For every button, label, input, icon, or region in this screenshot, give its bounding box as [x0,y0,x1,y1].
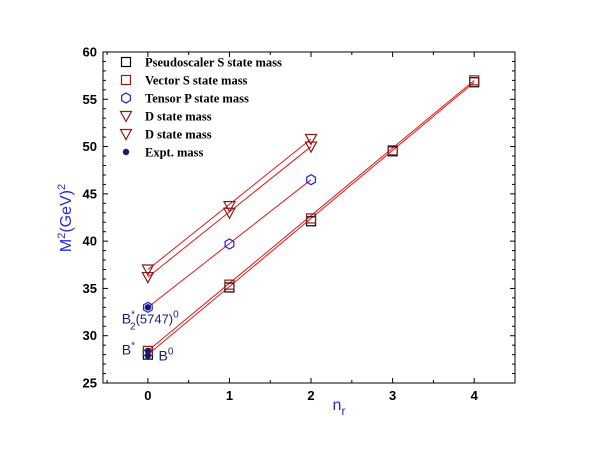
state-label: B* [122,341,135,358]
data-point [222,207,236,220]
fit-lines [147,79,475,356]
data-point [306,173,316,186]
legend-marker [119,110,133,123]
y-tick-label: 60 [83,45,97,60]
legend-entry: Vector S state mass [145,74,248,88]
state-label-sub: 2 [130,321,136,332]
y-tick-label: 25 [83,376,97,391]
data-point [222,201,236,213]
x-tick-label: 2 [307,388,314,403]
legend-entry: Expt. mass [145,146,203,160]
data-point [304,133,318,146]
data-point [144,304,152,311]
legend-entry: Pseudoscaler S state mass [145,56,282,70]
x-tick-label: 4 [471,388,479,403]
y-tick-label: 40 [83,234,97,249]
data-point [142,301,153,314]
x-axis-title: nr [333,397,346,418]
legend-entry: D state mass [145,128,212,142]
data-point [141,264,155,277]
x-tick-label: 0 [144,388,151,403]
legend-marker [120,56,132,68]
y-axis-title-sup1: 2 [56,233,68,239]
legend-marker [121,92,131,104]
data-point [224,279,235,290]
data-point [304,141,318,154]
state-label-sup: * [131,309,135,320]
state-label-sup: 0 [168,346,174,357]
data-markers [141,75,480,360]
y-tick-label: 30 [83,328,97,343]
y-tick-label: 35 [83,281,97,296]
legend-marker [120,74,132,86]
legend-entry: Tensor P state mass [145,92,249,106]
x-tick-label: 1 [226,388,233,403]
fit-line [147,81,475,356]
y-tick-label: 45 [83,186,97,201]
state-label-tail: (5747) [136,311,174,326]
y-tick-label: 50 [83,139,97,154]
data-point [469,75,480,86]
legend-marker [119,128,133,141]
state-annotations: B* 2(5747)0B*B0 [122,309,179,363]
y-axis-title-mid: (GeV) [58,190,75,233]
data-point [141,271,155,284]
fit-line [147,179,312,308]
y-tick-label: 55 [83,92,97,107]
legend-marker [122,148,130,156]
plot-frame [102,51,516,384]
x-tick-label: 3 [389,388,396,403]
x-axis-title-sub: r [341,404,345,418]
y-axis-title-sup2: 2 [56,184,68,190]
state-label-base: B [158,347,167,363]
y-axis-title: M2(GeV)2 [56,184,75,252]
state-label-base: B [122,310,131,326]
state-label: B0 [158,346,173,363]
legend-entry: D state mass [145,110,212,124]
fit-line [147,138,312,270]
data-point [144,347,152,355]
data-point [144,352,152,359]
data-point [387,145,398,156]
state-label-sup: * [131,341,135,352]
state-label: B* 2(5747)0 [122,309,179,332]
legend: Pseudoscaler S state mass Vector S state … [119,56,282,160]
data-point [305,213,317,224]
fit-line [147,79,475,352]
data-point [224,238,235,250]
state-label-tail-sup: 0 [173,309,179,320]
axis-ticks: 0 1 2 3 4 25 30 35 40 45 50 55 60 [83,45,516,403]
state-label-base: B [122,342,131,358]
